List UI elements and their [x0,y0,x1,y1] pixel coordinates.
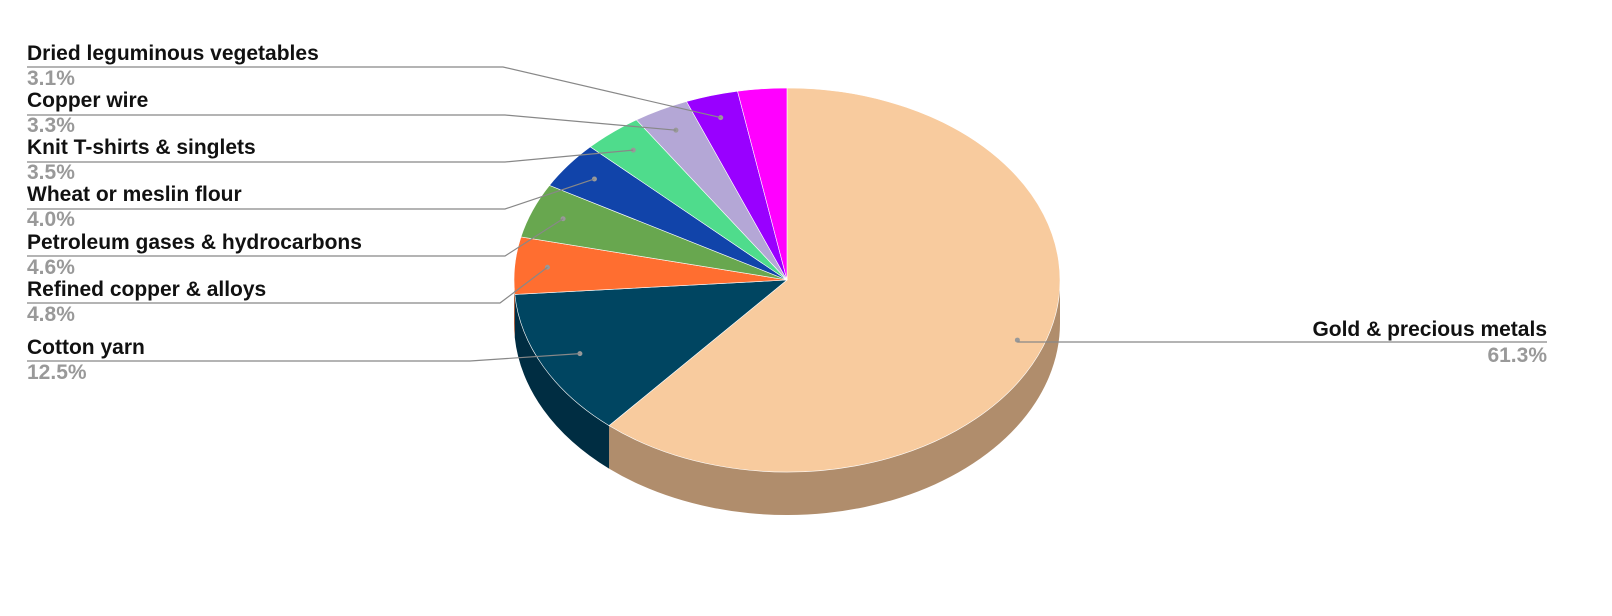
leader-line [27,149,634,163]
slice-percent: 4.6% [27,256,75,279]
leader-line [27,114,676,131]
pie-slice[interactable] [737,87,788,281]
leader-line [27,218,564,257]
pie-slice-side [609,280,1060,516]
slice-percent: 3.1% [27,67,75,90]
slice-percent: 4.0% [27,208,75,231]
slice-label: Gold & precious metals [1312,318,1547,341]
slice-percent: 3.3% [27,114,75,137]
pie-slice-side [514,294,610,469]
slice-label: Refined copper & alloys [27,278,266,301]
slice-label: Wheat or meslin flour [27,183,242,206]
slice-label: Copper wire [27,89,148,112]
leader-line [27,178,595,210]
pie-slice[interactable] [514,279,788,426]
leader-line [27,266,548,304]
slice-label: Dried leguminous vegetables [27,42,319,65]
slice-label: Knit T-shirts & singlets [27,136,256,159]
slice-percent: 4.8% [27,303,75,326]
slice-percent: 3.5% [27,161,75,184]
leader-dot [1014,337,1020,343]
pie-slice[interactable] [608,87,1061,473]
slice-label: Petroleum gases & hydrocarbons [27,231,362,254]
leader-line [27,353,580,362]
leader-line [27,66,721,119]
slice-percent: 61.3% [1487,344,1547,367]
slice-label: Cotton yarn [27,336,145,359]
slice-percent: 12.5% [27,361,87,384]
